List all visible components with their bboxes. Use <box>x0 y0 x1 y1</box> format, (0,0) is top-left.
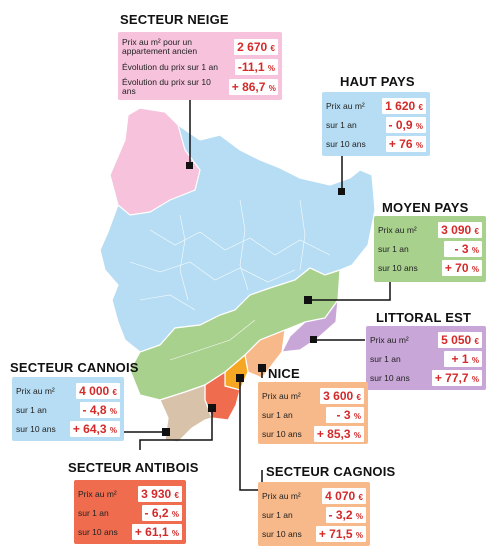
leader-antibois <box>139 412 213 450</box>
value-haut-pays-price: 1 620 € <box>382 98 426 114</box>
row-nice-1an: sur 1 an - 3 % <box>262 407 364 423</box>
title-neige: SECTEUR NEIGE <box>120 12 229 27</box>
leader-cagnois <box>239 378 263 491</box>
value-cannois-10ans: + 64,3 % <box>69 421 120 437</box>
value-cagnois-price: 4 070 € <box>322 488 366 504</box>
value-nice-10ans: + 85,3 % <box>313 426 364 442</box>
row-cannois-1an: sur 1 an - 4,8 % <box>16 402 120 418</box>
box-neige: Prix au m² pour un appartement ancien 2 … <box>118 32 282 100</box>
label-haut-pays-10ans: sur 10 ans <box>326 138 366 149</box>
value-moyen-pays-1an: - 3 % <box>444 241 482 257</box>
label-cagnois-1an: sur 1 an <box>262 509 293 520</box>
value-littoral-est-1an: + 1 % <box>444 351 482 367</box>
label-neige-price: Prix au m² pour un appartement ancien <box>122 37 198 56</box>
label-antibois-price: Prix au m² <box>78 488 117 499</box>
label-littoral-est-price: Prix au m² <box>370 334 409 345</box>
title-littoral-est: LITTORAL EST <box>376 310 472 325</box>
title-nice: NICE <box>268 366 300 381</box>
row-cannois-10ans: sur 10 ans + 64,3 % <box>16 421 120 437</box>
commune-boundaries <box>129 199 331 361</box>
box-moyen-pays: Prix au m² 3 090 € sur 1 an - 3 % sur 10… <box>374 216 486 282</box>
value-antibois-price: 3 930 € <box>138 486 182 502</box>
label-moyen-pays-1an: sur 1 an <box>378 243 409 254</box>
label-moyen-pays-price: Prix au m² <box>378 224 417 235</box>
value-cannois-1an: - 4,8 % <box>79 402 120 418</box>
title-cannois: SECTEUR CANNOIS <box>10 360 139 375</box>
row-cagnois-10ans: sur 10 ans + 71,5 % <box>262 526 366 542</box>
label-neige-1an: Évolution du prix sur 1 an <box>122 61 218 72</box>
value-littoral-est-price: 5 050 € <box>438 332 482 348</box>
value-cagnois-10ans: + 71,5 % <box>315 526 366 542</box>
label-haut-pays-price: Prix au m² <box>326 100 365 111</box>
title-moyen-pays: MOYEN PAYS <box>382 200 469 215</box>
row-cagnois-price: Prix au m² 4 070 € <box>262 488 366 504</box>
value-haut-pays-10ans: + 76 % <box>385 136 426 152</box>
row-littoral-est-1an: sur 1 an + 1 % <box>370 351 482 367</box>
row-antibois-price: Prix au m² 3 930 € <box>78 486 182 502</box>
label-nice-10ans: sur 10 ans <box>262 428 302 439</box>
label-haut-pays-1an: sur 1 an <box>326 119 357 130</box>
label-nice-1an: sur 1 an <box>262 409 293 420</box>
value-cannois-price: 4 000 € <box>76 383 120 399</box>
value-nice-1an: - 3 % <box>326 407 364 423</box>
row-antibois-10ans: sur 10 ans + 61,1 % <box>78 524 182 540</box>
leader-dots <box>162 162 345 436</box>
row-haut-pays-10ans: sur 10 ans + 76 % <box>326 136 426 152</box>
row-nice-10ans: sur 10 ans + 85,3 % <box>262 426 364 442</box>
value-neige-1an: -11,1 % <box>234 59 278 75</box>
row-littoral-est-price: Prix au m² 5 050 € <box>370 332 482 348</box>
row-neige-1an: Évolution du prix sur 1 an -11,1 % <box>122 59 278 75</box>
row-cannois-price: Prix au m² 4 000 € <box>16 383 120 399</box>
value-neige-price: 2 670 € <box>234 39 278 55</box>
box-nice: Prix au m² 3 600 € sur 1 an - 3 % sur 10… <box>258 382 368 444</box>
label-littoral-est-10ans: sur 10 ans <box>370 372 410 383</box>
value-cagnois-1an: - 3,2 % <box>325 507 366 523</box>
row-neige-10ans: Évolution du prix sur 10 ans + 86,7 % <box>122 78 278 96</box>
label-antibois-1an: sur 1 an <box>78 507 109 518</box>
value-nice-price: 3 600 € <box>320 388 364 404</box>
value-haut-pays-1an: - 0,9 % <box>385 117 426 133</box>
box-littoral-est: Prix au m² 5 050 € sur 1 an + 1 % sur 10… <box>366 326 486 390</box>
label-neige-10ans: Évolution du prix sur 10 ans <box>122 77 211 96</box>
row-moyen-pays-10ans: sur 10 ans + 70 % <box>378 260 482 276</box>
box-antibois: Prix au m² 3 930 € sur 1 an - 6,2 % sur … <box>74 480 186 544</box>
label-cagnois-price: Prix au m² <box>262 490 301 501</box>
value-moyen-pays-10ans: + 70 % <box>441 260 482 276</box>
box-cagnois: Prix au m² 4 070 € sur 1 an - 3,2 % sur … <box>258 482 370 546</box>
label-cannois-10ans: sur 10 ans <box>16 423 56 434</box>
label-littoral-est-1an: sur 1 an <box>370 353 401 364</box>
value-antibois-1an: - 6,2 % <box>141 505 182 521</box>
row-cagnois-1an: sur 1 an - 3,2 % <box>262 507 366 523</box>
title-antibois: SECTEUR ANTIBOIS <box>68 460 199 475</box>
row-moyen-pays-1an: sur 1 an - 3 % <box>378 241 482 257</box>
row-neige-price: Prix au m² pour un appartement ancien 2 … <box>122 38 278 56</box>
value-antibois-10ans: + 61,1 % <box>131 524 182 540</box>
row-moyen-pays-price: Prix au m² 3 090 € <box>378 222 482 238</box>
value-neige-10ans: + 86,7 % <box>228 79 278 95</box>
row-littoral-est-10ans: sur 10 ans + 77,7 % <box>370 370 482 386</box>
row-nice-price: Prix au m² 3 600 € <box>262 388 364 404</box>
box-cannois: Prix au m² 4 000 € sur 1 an - 4,8 % sur … <box>12 377 124 441</box>
label-nice-price: Prix au m² <box>262 390 301 401</box>
label-antibois-10ans: sur 10 ans <box>78 526 118 537</box>
label-cagnois-10ans: sur 10 ans <box>262 528 302 539</box>
row-haut-pays-price: Prix au m² 1 620 € <box>326 98 426 114</box>
title-haut-pays: HAUT PAYS <box>340 74 415 89</box>
label-cannois-price: Prix au m² <box>16 385 55 396</box>
region-neige <box>109 107 201 216</box>
value-moyen-pays-price: 3 090 € <box>438 222 482 238</box>
leader-lines <box>124 100 391 491</box>
row-haut-pays-1an: sur 1 an - 0,9 % <box>326 117 426 133</box>
label-moyen-pays-10ans: sur 10 ans <box>378 262 418 273</box>
value-littoral-est-10ans: + 77,7 % <box>431 370 482 386</box>
label-cannois-1an: sur 1 an <box>16 404 47 415</box>
title-cagnois: SECTEUR CAGNOIS <box>266 464 396 479</box>
leader-moyen-pays <box>310 282 391 301</box>
row-antibois-1an: sur 1 an - 6,2 % <box>78 505 182 521</box>
box-haut-pays: Prix au m² 1 620 € sur 1 an - 0,9 % sur … <box>322 92 430 156</box>
